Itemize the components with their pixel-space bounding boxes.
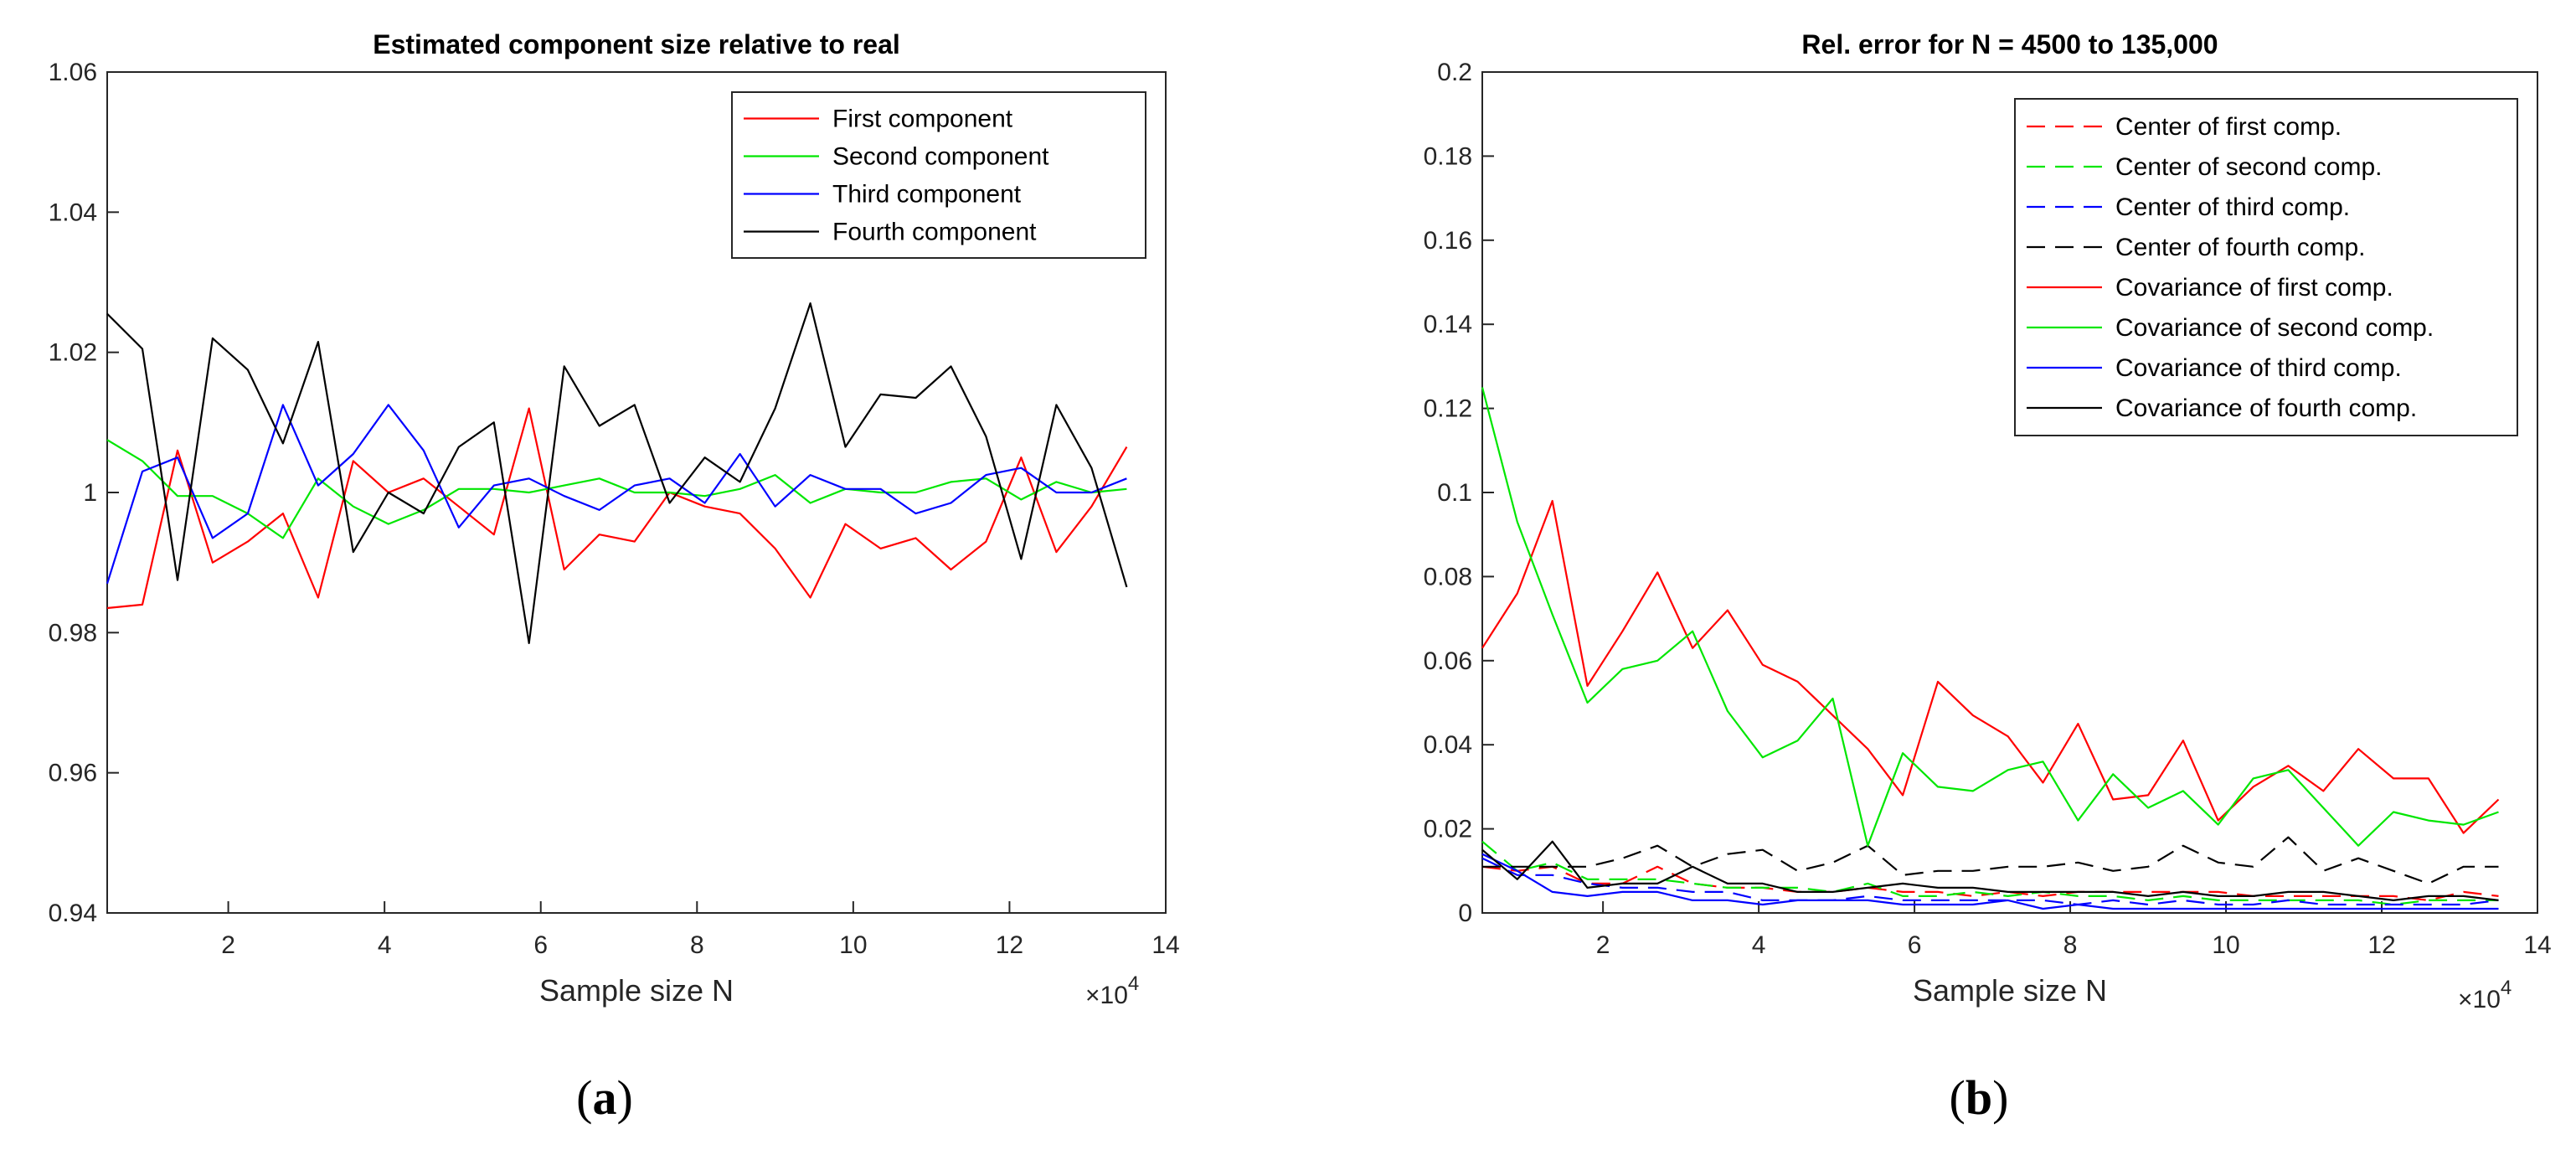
x-tick-label: 10 bbox=[839, 931, 867, 959]
chart-title: Rel. error for N = 4500 to 135,000 bbox=[1801, 29, 2218, 59]
x-exponent-label: ×104 bbox=[2458, 977, 2512, 1013]
caption-close-paren: ) bbox=[617, 1070, 633, 1125]
y-tick-label: 0.02 bbox=[1424, 816, 1472, 843]
series-line-2 bbox=[1481, 840, 2499, 906]
legend-label-6: Covariance of second comp. bbox=[2115, 314, 2434, 342]
legend-label-8: Covariance of fourth comp. bbox=[2115, 394, 2417, 422]
x-tick-label: 10 bbox=[2212, 931, 2239, 959]
series-line-8 bbox=[1481, 840, 2499, 902]
y-tick-label: 0.1 bbox=[1437, 479, 1472, 507]
series-line-3 bbox=[106, 404, 1127, 585]
legend-label-2: Center of second comp. bbox=[2115, 153, 2383, 181]
caption-open-paren: ( bbox=[576, 1070, 592, 1125]
panel-caption: (b) bbox=[1950, 1070, 2009, 1125]
y-tick-label: 1.02 bbox=[49, 339, 97, 367]
x-exponent-label: ×104 bbox=[1085, 972, 1139, 1009]
x-tick-label: 8 bbox=[690, 931, 704, 959]
panel-caption: (a) bbox=[576, 1070, 633, 1125]
x-tick-label: 4 bbox=[378, 931, 392, 959]
caption-letter: b bbox=[1965, 1070, 1992, 1125]
y-tick-label: 0.98 bbox=[49, 619, 97, 647]
legend-label-1: First component bbox=[832, 106, 1013, 133]
x-tick-label: 6 bbox=[1908, 931, 1922, 959]
legend-label-1: Center of first comp. bbox=[2115, 113, 2342, 141]
legend-label-2: Second component bbox=[832, 143, 1049, 171]
legend-label-4: Center of fourth comp. bbox=[2115, 234, 2365, 261]
legend-box bbox=[731, 91, 1146, 259]
y-tick-label: 0.12 bbox=[1424, 395, 1472, 423]
chart-panel-a: Estimated component size relative to rea… bbox=[49, 29, 1180, 1125]
x-axis-label: Sample size N bbox=[1913, 973, 2107, 1008]
y-tick-label: 1 bbox=[83, 479, 97, 507]
y-tick-label: 0.16 bbox=[1424, 227, 1472, 255]
y-tick-label: 0.94 bbox=[49, 900, 97, 927]
y-tick-label: 0.96 bbox=[49, 760, 97, 787]
series-line-7 bbox=[1481, 853, 2499, 910]
legend-box bbox=[2014, 98, 2518, 436]
x-tick-label: 2 bbox=[221, 931, 235, 959]
x-tick-label: 14 bbox=[1151, 931, 1179, 959]
series-line-6 bbox=[1481, 387, 2499, 847]
x-tick-label: 2 bbox=[1596, 931, 1610, 959]
x-tick-label: 12 bbox=[2367, 931, 2395, 959]
legend-label-3: Third component bbox=[832, 181, 1022, 209]
chart-panel-b: Rel. error for N = 4500 to 135,000 0 0.02 0… bbox=[1424, 29, 2552, 1125]
series-line-4 bbox=[1482, 836, 2499, 885]
chart-title: Estimated component size relative to rea… bbox=[373, 29, 900, 59]
caption-letter: a bbox=[593, 1070, 617, 1125]
legend-label-7: Covariance of third comp. bbox=[2115, 354, 2402, 382]
y-tick-label: 1.06 bbox=[49, 59, 97, 86]
x-tick-label: 12 bbox=[996, 931, 1023, 959]
x-axis-label: Sample size N bbox=[539, 973, 734, 1008]
y-tick-label: 0.14 bbox=[1424, 311, 1472, 338]
series-line-2 bbox=[106, 439, 1127, 539]
legend-label-4: Fourth component bbox=[832, 219, 1037, 246]
series-line-1 bbox=[106, 407, 1128, 610]
series-line-4 bbox=[106, 302, 1128, 645]
x-exponent-power: 4 bbox=[2501, 977, 2512, 999]
series-line-3 bbox=[1481, 857, 2499, 906]
y-tick-label: 0.2 bbox=[1437, 59, 1472, 86]
caption-close-paren: ) bbox=[1992, 1070, 2008, 1125]
caption-open-paren: ( bbox=[1950, 1070, 1965, 1125]
legend-label-3: Center of third comp. bbox=[2115, 193, 2350, 221]
x-tick-label: 8 bbox=[2063, 931, 2078, 959]
y-tick-label: 0.06 bbox=[1424, 647, 1472, 675]
y-tick-label: 0.04 bbox=[1424, 731, 1472, 759]
x-tick-label: 6 bbox=[533, 931, 548, 959]
y-tick-label: 1.04 bbox=[49, 199, 97, 226]
y-tick-label: 0 bbox=[1458, 900, 1472, 927]
legend-label-5: Covariance of first comp. bbox=[2115, 274, 2393, 302]
y-tick-label: 0.08 bbox=[1424, 563, 1472, 590]
x-tick-label: 14 bbox=[2523, 931, 2551, 959]
x-tick-label: 4 bbox=[1752, 931, 1766, 959]
series-line-5 bbox=[1481, 499, 2500, 834]
y-tick-label: 0.18 bbox=[1424, 142, 1472, 170]
x-exponent-power: 4 bbox=[1128, 972, 1139, 995]
